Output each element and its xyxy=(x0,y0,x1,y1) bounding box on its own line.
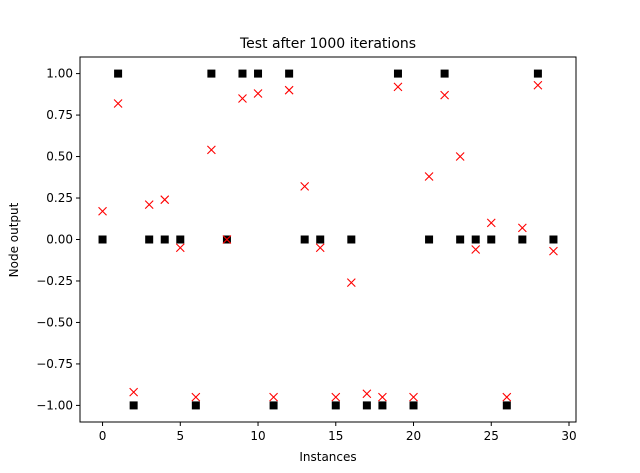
square-point xyxy=(191,401,200,410)
y-tick-label: −0.50 xyxy=(36,315,73,329)
square-point xyxy=(238,69,247,78)
y-tick-label: 0.25 xyxy=(46,191,73,205)
x-point xyxy=(533,80,543,90)
x-point xyxy=(346,278,356,288)
x-point xyxy=(129,387,139,397)
y-tick-label: −0.25 xyxy=(36,274,73,288)
square-point xyxy=(471,235,480,244)
square-point xyxy=(176,235,185,244)
x-point xyxy=(517,223,527,233)
square-point xyxy=(440,69,449,78)
square-point xyxy=(300,235,309,244)
square-point xyxy=(487,235,496,244)
square-point xyxy=(114,69,123,78)
square-point xyxy=(160,235,169,244)
x-point xyxy=(393,82,403,92)
x-point xyxy=(440,90,450,100)
x-point xyxy=(362,389,372,399)
series-layer xyxy=(98,69,558,410)
square-point xyxy=(502,401,511,410)
square-point xyxy=(393,69,402,78)
x-point xyxy=(238,94,247,103)
square-point xyxy=(549,235,558,244)
x-tick-label: 30 xyxy=(561,429,576,443)
x-point xyxy=(331,392,341,402)
y-axis-label: Node output xyxy=(7,202,21,277)
x-tick-label: 5 xyxy=(176,429,184,443)
x-point xyxy=(98,206,107,216)
x-point xyxy=(455,152,465,161)
square-point xyxy=(456,235,465,244)
x-point xyxy=(160,195,170,205)
x-tick-label: 10 xyxy=(250,429,265,443)
square-point xyxy=(269,401,278,410)
x-point xyxy=(378,392,387,402)
x-point xyxy=(300,182,310,191)
square-point xyxy=(533,69,542,78)
y-tick-label: 0.75 xyxy=(46,108,73,122)
square-point xyxy=(254,69,263,78)
plot-frame xyxy=(79,56,577,423)
y-tick-label: 0.50 xyxy=(46,150,73,164)
x-point xyxy=(549,246,558,256)
x-point xyxy=(409,392,418,402)
x-point xyxy=(269,392,278,402)
square-point xyxy=(129,401,138,410)
x-axis-ticks: 0 5 10 15 20 25 30 xyxy=(99,422,577,443)
x-point xyxy=(502,392,512,402)
square-point xyxy=(285,69,294,78)
square-point xyxy=(145,235,154,244)
square-point xyxy=(378,401,387,410)
x-point xyxy=(424,172,434,181)
x-point xyxy=(113,99,123,108)
x-point xyxy=(144,200,154,210)
x-point xyxy=(253,89,263,98)
x-point xyxy=(206,145,216,155)
square-point xyxy=(347,235,356,244)
x-tick-label: 0 xyxy=(99,429,107,443)
x-axis-label: Instances xyxy=(299,450,356,464)
square-point xyxy=(98,235,107,244)
plot-area xyxy=(79,56,577,423)
x-tick-label: 15 xyxy=(328,429,343,443)
square-point xyxy=(425,235,434,244)
square-point xyxy=(409,401,418,410)
x-point xyxy=(486,218,496,228)
x-point xyxy=(471,245,481,254)
y-tick-label: −0.75 xyxy=(36,357,73,371)
chart-title: Test after 1000 iterations xyxy=(239,36,416,52)
square-point xyxy=(331,401,340,410)
x-point xyxy=(284,85,294,95)
x-point xyxy=(175,243,185,253)
output-series xyxy=(98,80,558,402)
x-tick-label: 25 xyxy=(484,429,499,443)
square-point xyxy=(207,69,216,78)
x-tick-label: 20 xyxy=(406,429,421,443)
x-point xyxy=(222,235,232,244)
y-tick-label: 0.00 xyxy=(46,233,73,247)
square-point xyxy=(316,235,325,244)
y-tick-label: −1.00 xyxy=(36,398,73,412)
target-series xyxy=(98,69,558,410)
square-point xyxy=(362,401,371,410)
y-tick-label: 1.00 xyxy=(46,67,73,81)
y-axis-ticks: −1.00 −0.75 −0.50 −0.25 0.00 0.25 0.50 0.75 1.00 xyxy=(36,67,80,412)
x-point xyxy=(191,392,201,402)
square-point xyxy=(518,235,527,244)
x-point xyxy=(315,243,325,253)
